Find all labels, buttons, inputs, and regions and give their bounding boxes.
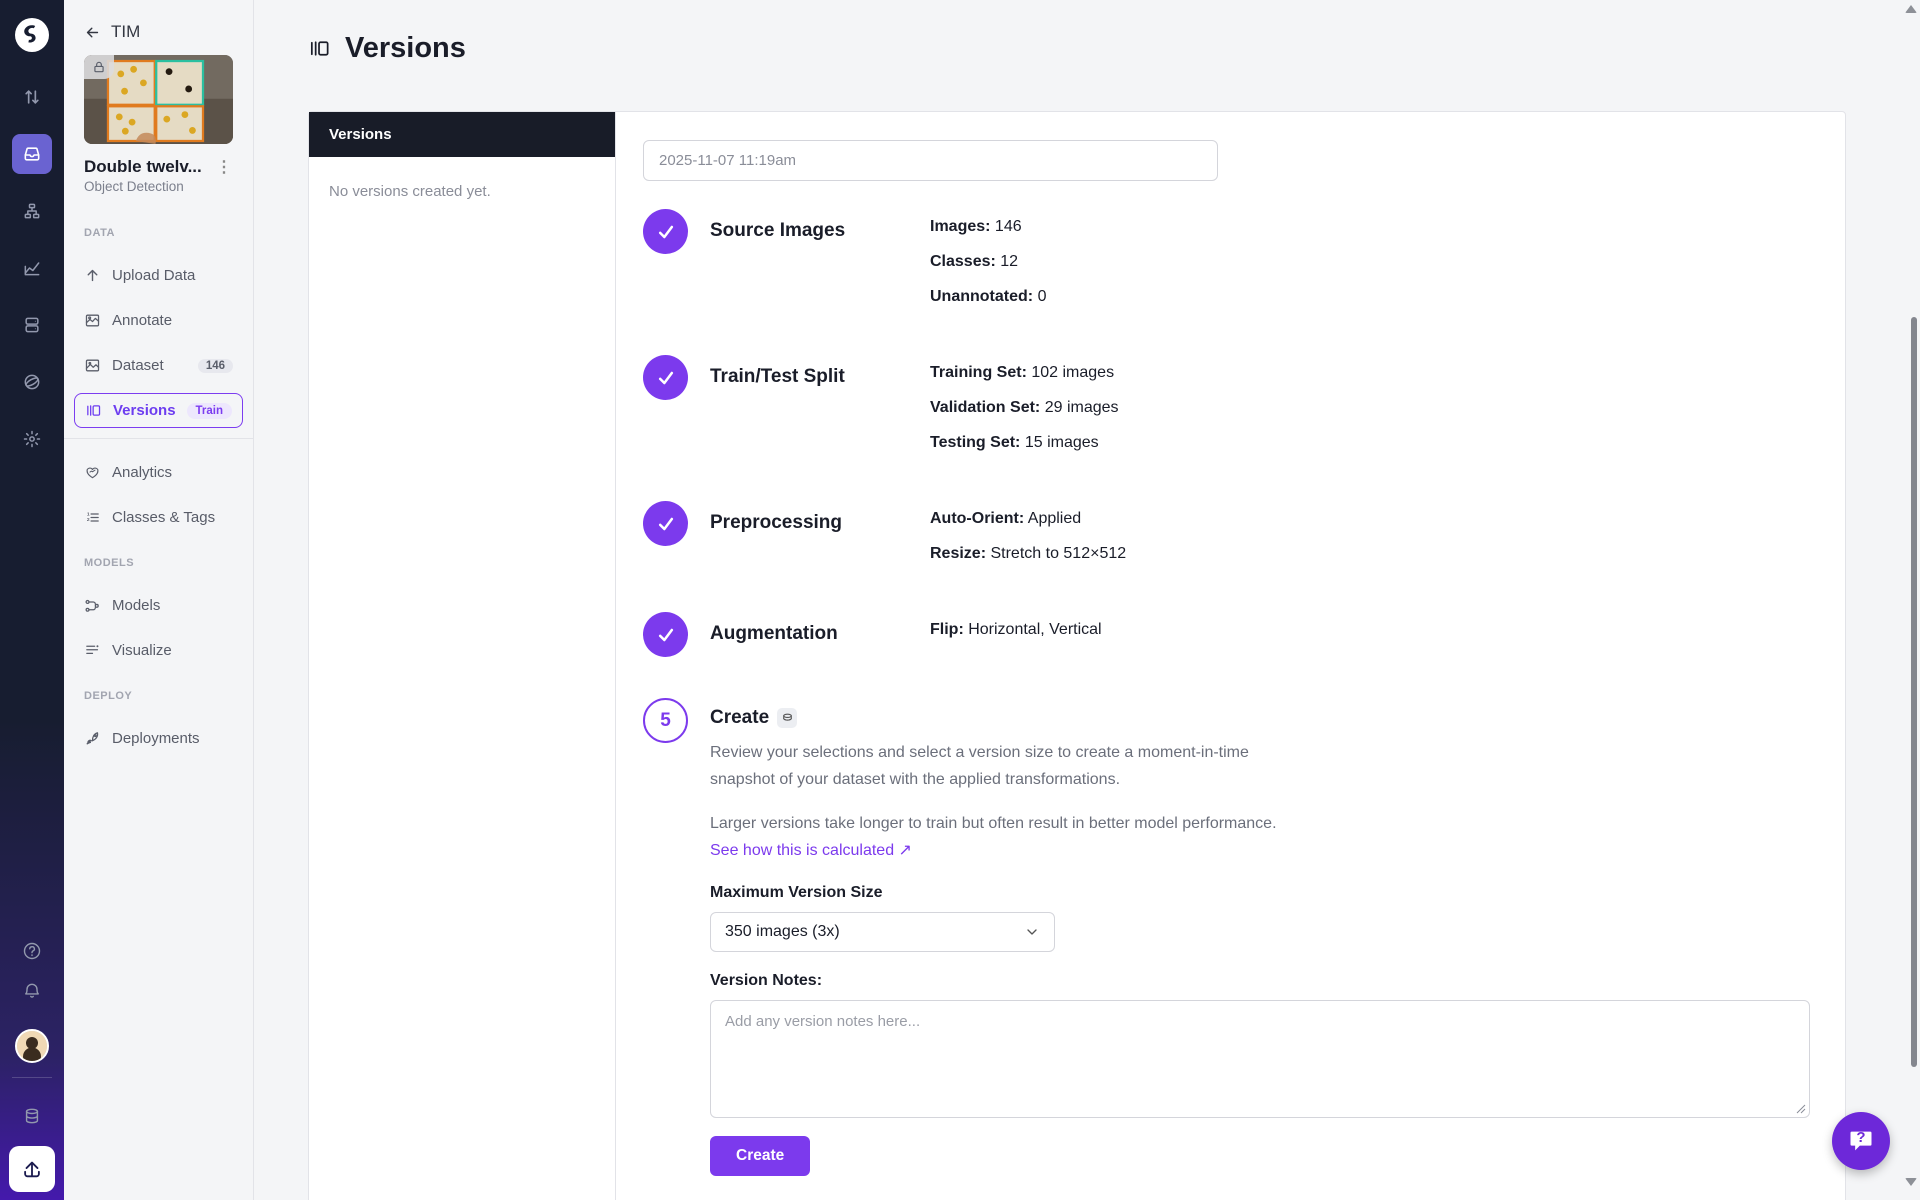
svg-text:1: 1 (87, 511, 90, 517)
svg-text:2: 2 (87, 517, 90, 523)
